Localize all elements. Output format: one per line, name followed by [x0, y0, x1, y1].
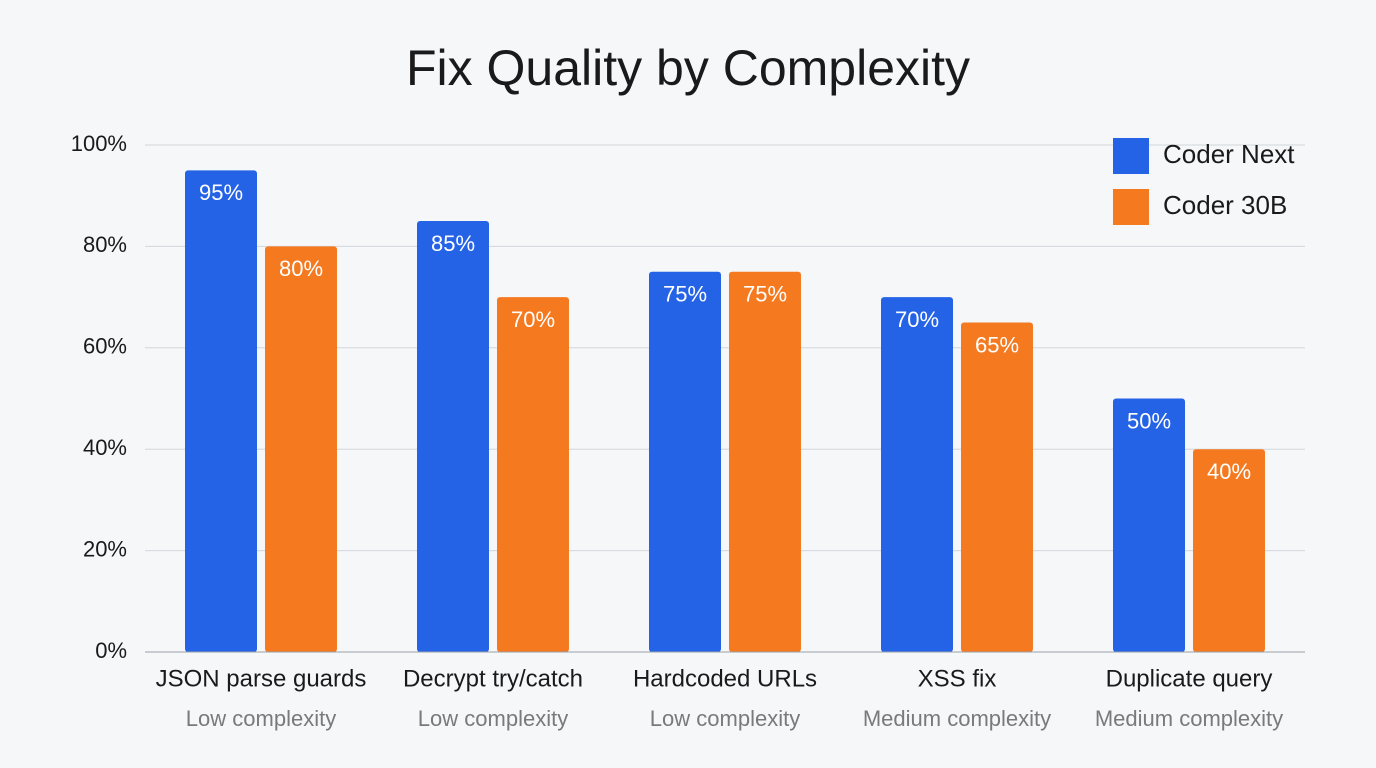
bar	[1193, 449, 1265, 652]
bar	[649, 271, 721, 652]
y-tick-label: 40%	[83, 435, 127, 460]
x-tick-label: Duplicate query	[1106, 665, 1273, 692]
value-label: 65%	[975, 332, 1019, 357]
bar	[417, 221, 489, 653]
value-label: 75%	[663, 282, 707, 307]
value-label: 85%	[431, 231, 475, 256]
x-tick-sublabel: Medium complexity	[1095, 706, 1283, 731]
value-label: 70%	[511, 307, 555, 332]
x-tick-sublabel: Medium complexity	[863, 706, 1051, 731]
value-label: 70%	[895, 307, 939, 332]
x-tick-label: XSS fix	[918, 665, 997, 692]
bar	[497, 297, 569, 652]
x-tick-sublabel: Low complexity	[650, 706, 800, 731]
legend-swatch	[1113, 189, 1149, 225]
legend-label: Coder Next	[1163, 139, 1295, 169]
bar	[185, 170, 257, 652]
chart-title: Fix Quality by Complexity	[406, 40, 970, 96]
y-tick-label: 20%	[83, 536, 127, 561]
value-label: 40%	[1207, 459, 1251, 484]
bar	[881, 297, 953, 652]
legend-label: Coder 30B	[1163, 190, 1287, 220]
value-label: 95%	[199, 180, 243, 205]
x-tick-label: Hardcoded URLs	[633, 665, 817, 692]
legend-swatch	[1113, 138, 1149, 174]
y-tick-label: 60%	[83, 334, 127, 359]
x-tick-label: JSON parse guards	[156, 665, 367, 692]
bar	[1113, 398, 1185, 652]
x-tick-label: Decrypt try/catch	[403, 665, 583, 692]
bar	[961, 322, 1033, 652]
value-label: 50%	[1127, 408, 1171, 433]
value-label: 80%	[279, 256, 323, 281]
x-tick-sublabel: Low complexity	[418, 706, 568, 731]
bar	[265, 246, 337, 652]
x-tick-sublabel: Low complexity	[186, 706, 336, 731]
y-tick-label: 80%	[83, 232, 127, 257]
y-tick-label: 100%	[71, 131, 127, 156]
bar	[729, 271, 801, 652]
value-label: 75%	[743, 282, 787, 307]
y-tick-label: 0%	[95, 638, 127, 663]
